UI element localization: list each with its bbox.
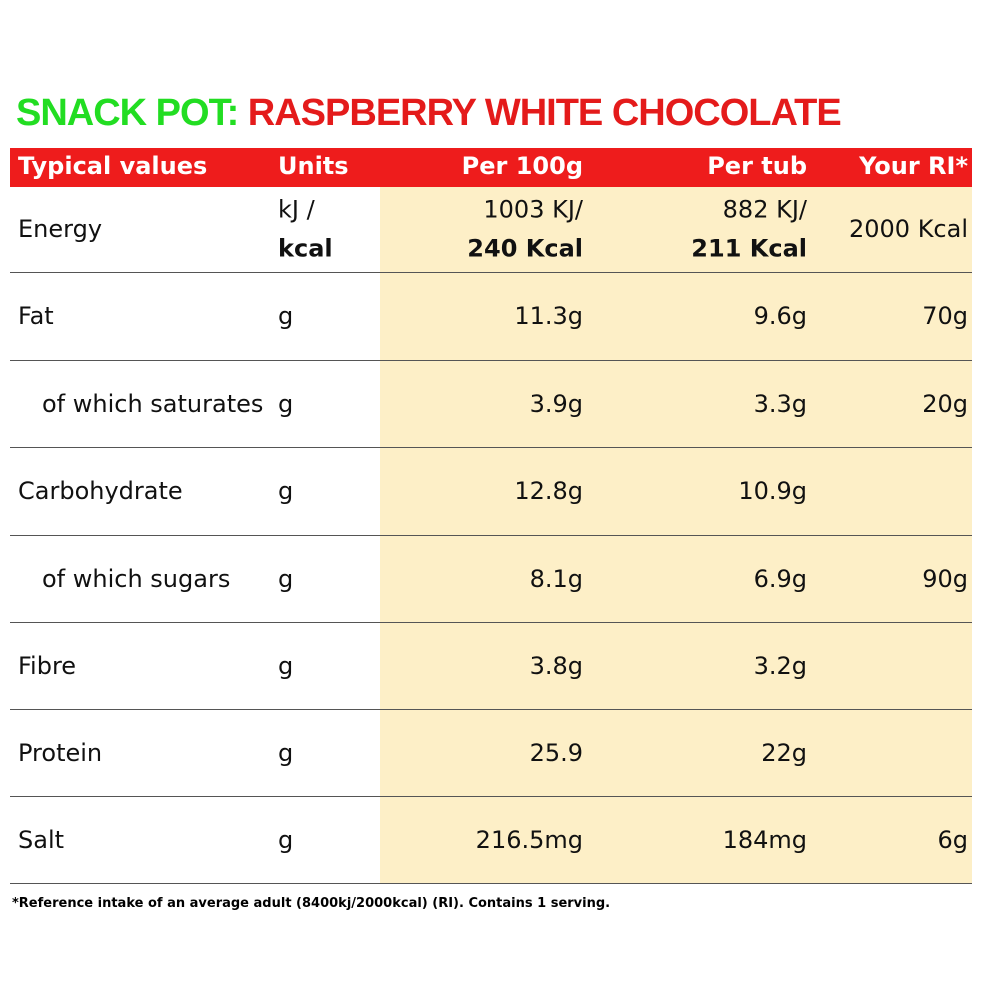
cell-line: kcal — [278, 234, 333, 263]
cell-label: of which sugars — [42, 564, 231, 593]
table-header: Typical values Units Per 100g Per tub Your R… — [10, 148, 972, 187]
title: SNACK POT: RASPBERRY WHITE CHOCOLATE — [16, 92, 842, 135]
cell-units: g — [278, 477, 294, 506]
cell-ri: 20g — [922, 389, 968, 418]
cell-per-100g: 1003 KJ/240 Kcal — [467, 191, 583, 268]
cell-label: Fibre — [18, 651, 77, 680]
cell-units: kJ / kcal — [278, 191, 333, 268]
cell-line: kJ / — [278, 195, 315, 224]
cell-line: 211 Kcal — [691, 234, 807, 263]
cell-per-100g: 12.8g — [514, 477, 583, 506]
header-cell: Typical values — [18, 152, 208, 180]
cell-per-tub: 3.2g — [753, 651, 807, 680]
cell-per-100g: 216.5mg — [475, 825, 583, 854]
table-row: Protein g 25.9 22g — [10, 710, 972, 797]
header-cell: Units — [278, 152, 349, 180]
cell-line: 882 KJ/ — [722, 195, 807, 224]
cell-label: Protein — [18, 738, 103, 767]
cell-per-tub: 184mg — [722, 825, 807, 854]
cell-per-tub: 3.3g — [753, 389, 807, 418]
brand: SNACK POT: — [16, 92, 239, 134]
cell-label: Carbohydrate — [18, 477, 183, 506]
highlight-background — [380, 187, 972, 884]
cell-per-tub: 882 KJ/211 Kcal — [691, 191, 807, 268]
cell-per-100g: 3.9g — [529, 389, 583, 418]
cell-ri: 90g — [922, 564, 968, 593]
table-row: Fibre g 3.8g 3.2g — [10, 623, 972, 710]
cell-per-tub: 22g — [761, 738, 807, 767]
cell-per-tub: 9.6g — [753, 302, 807, 331]
cell-label: of which saturates — [42, 389, 264, 418]
table-row: of which sugars g 8.1g 6.9g 90g — [10, 536, 972, 623]
table-row: of which saturates g 3.9g 3.3g 20g — [10, 361, 972, 448]
cell-per-100g: 25.9 — [529, 738, 583, 767]
cell-per-tub: 6.9g — [753, 564, 807, 593]
cell-label: Salt — [18, 825, 65, 854]
header-cell: Per tub — [707, 152, 807, 180]
cell-units: g — [278, 564, 294, 593]
cell-ri: 6g — [937, 825, 968, 854]
cell-label: Fat — [18, 302, 54, 331]
cell-line: 240 Kcal — [467, 234, 583, 263]
table-row: Salt g 216.5mg 184mg 6g — [10, 797, 972, 884]
table-row: Carbohydrate g 12.8g 10.9g — [10, 448, 972, 536]
cell-label: Energy — [18, 215, 103, 244]
header-cell: Per 100g — [461, 152, 583, 180]
cell-ri: 70g — [922, 302, 968, 331]
cell-units: g — [278, 651, 294, 680]
table-row: Energy kJ / kcal 1003 KJ/240 Kcal 882 KJ/211… — [10, 187, 972, 273]
cell-per-100g: 3.8g — [529, 651, 583, 680]
cell-per-100g: 8.1g — [529, 564, 583, 593]
cell-per-100g: 11.3g — [514, 302, 583, 331]
cell-ri: 2000 Kcal — [848, 215, 968, 244]
cell-units: g — [278, 302, 294, 331]
header-cell: Your RI* — [859, 152, 968, 180]
cell-line: 1003 KJ/ — [483, 195, 583, 224]
cell-per-tub: 10.9g — [738, 477, 807, 506]
cell-units: g — [278, 825, 294, 854]
cell-units: g — [278, 389, 294, 418]
cell-units: g — [278, 738, 294, 767]
table-row: Fat g 11.3g 9.6g 70g — [10, 273, 972, 361]
footnote: *Reference intake of an average adult (8… — [12, 896, 611, 911]
product-name: RASPBERRY WHITE CHOCOLATE — [247, 92, 842, 134]
